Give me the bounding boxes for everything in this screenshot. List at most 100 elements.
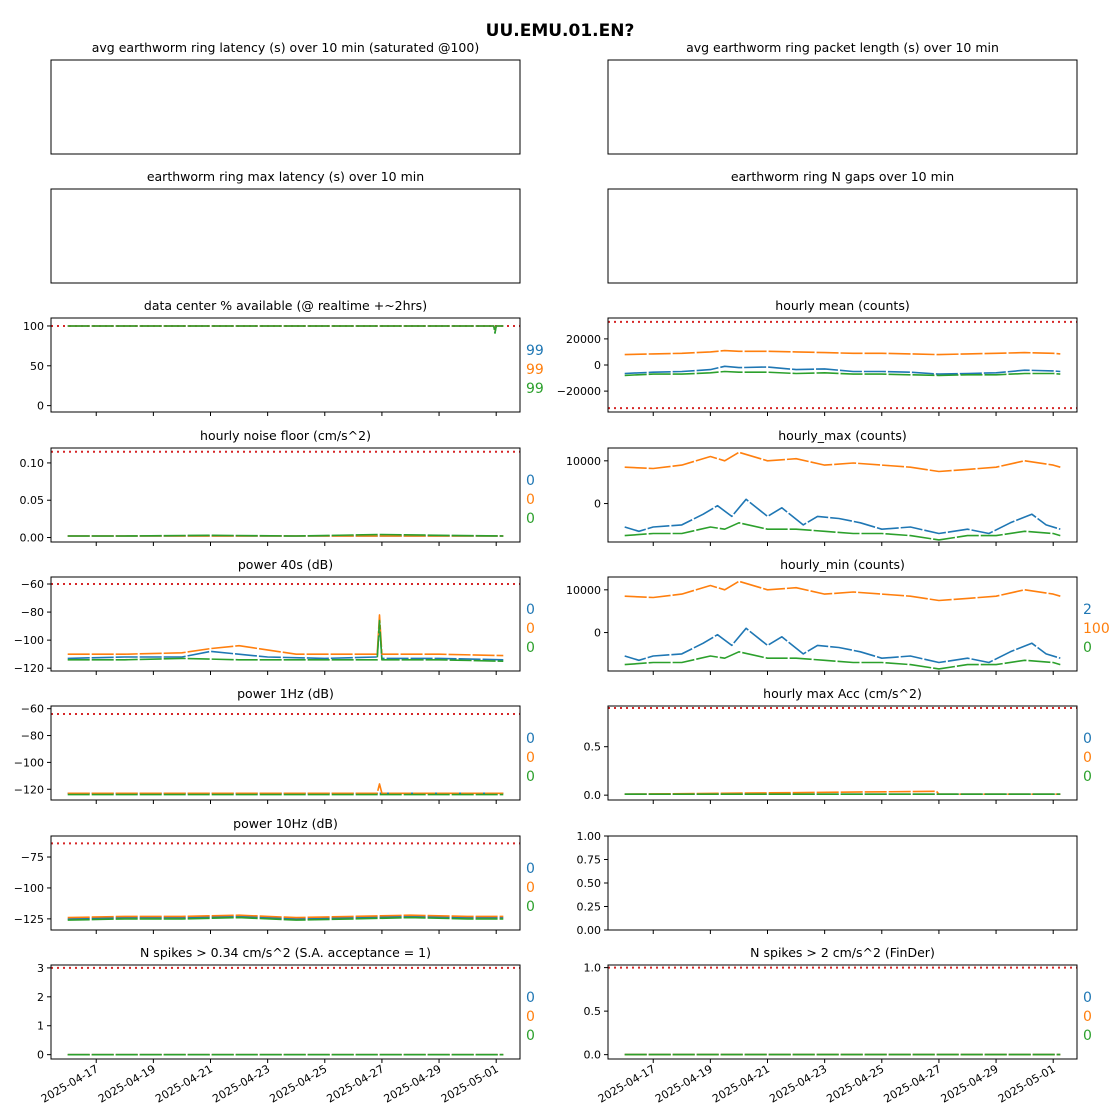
panel-title: N spikes > 2 cm/s^2 (FinDer) — [750, 945, 935, 960]
latest-value-3: 0 — [526, 640, 535, 656]
latest-value-3: 0 — [526, 899, 535, 915]
y-tick-label: 1 — [37, 1020, 44, 1033]
y-tick-label: −100 — [14, 634, 44, 647]
y-tick-label: 3 — [37, 962, 44, 975]
panel-title: power 1Hz (dB) — [237, 686, 334, 701]
y-tick-label: −20000 — [557, 385, 601, 398]
panel-title: hourly_max (counts) — [778, 428, 907, 443]
y-tick-label: 0.05 — [20, 494, 45, 507]
latest-value-1: 99 — [526, 343, 544, 359]
latest-value-2: 0 — [526, 1009, 535, 1025]
series-line-1 — [624, 498, 1061, 535]
y-tick-label: 1.0 — [584, 962, 602, 975]
series-line-3 — [67, 325, 504, 334]
latest-value-2: 0 — [1083, 750, 1092, 766]
panel-14: 0.00 0.25 0.50 0.75 1.00 — [577, 830, 1078, 937]
panel-9: power 40s (dB) −120 −100 −80 −60 0 0 0 — [14, 557, 535, 675]
panel-5: data center % available (@ realtime +~2h… — [23, 298, 544, 416]
plot-frame — [50, 964, 521, 1060]
latest-value-3: 0 — [526, 511, 535, 527]
plot-frame — [607, 835, 1078, 931]
panel-1: avg earthworm ring latency (s) over 10 m… — [50, 40, 521, 155]
plot-frame — [50, 317, 521, 413]
y-tick-label: 0.10 — [20, 457, 45, 470]
y-tick-label: 1.00 — [577, 830, 602, 843]
latest-value-2: 100 — [1083, 621, 1110, 637]
y-tick-label: 10000 — [566, 455, 601, 468]
series-line-2 — [624, 451, 1061, 473]
plot-frame — [607, 59, 1078, 155]
y-tick-label: 0.75 — [577, 854, 602, 867]
y-tick-label: −80 — [21, 730, 44, 743]
y-tick-label: 2 — [37, 991, 44, 1004]
plot-frame — [50, 705, 521, 801]
panel-8: hourly_max (counts) 0 10000 — [566, 428, 1078, 546]
y-tick-label: 0.50 — [577, 877, 602, 890]
y-tick-label: 0.25 — [577, 901, 602, 914]
y-tick-label: 0 — [594, 359, 601, 372]
series-line-2 — [67, 614, 504, 657]
series-line-2 — [67, 914, 504, 919]
series-line-1 — [67, 915, 504, 920]
panel-title: hourly noise floor (cm/s^2) — [200, 428, 371, 443]
latest-value-2: 0 — [526, 880, 535, 896]
panel-title: hourly max Acc (cm/s^2) — [763, 686, 922, 701]
y-tick-label: 0.0 — [584, 1049, 602, 1062]
panel-title: earthworm ring max latency (s) over 10 m… — [147, 169, 424, 184]
panel-title: power 40s (dB) — [238, 557, 333, 572]
latest-value-1: 0 — [1083, 731, 1092, 747]
y-tick-label: 0 — [594, 627, 601, 640]
y-tick-label: 10000 — [566, 584, 601, 597]
panel-title: N spikes > 0.34 cm/s^2 (S.A. acceptance … — [140, 945, 431, 960]
plot-frame — [50, 188, 521, 284]
panel-7: hourly noise floor (cm/s^2) 0.00 0.05 0.10 0… — [20, 428, 535, 546]
series-line-2 — [67, 783, 504, 795]
y-tick-label: 50 — [30, 360, 44, 373]
y-tick-label: −100 — [14, 882, 44, 895]
latest-value-3: 99 — [526, 381, 544, 397]
panel-6: hourly mean (counts) −20000 0 20000 — [557, 298, 1078, 416]
series-line-2 — [624, 580, 1061, 602]
series-line-3 — [67, 619, 504, 662]
latest-value-1: 2 — [1083, 602, 1092, 618]
y-tick-label: −120 — [14, 783, 44, 796]
plot-frame — [607, 317, 1078, 413]
series-line-3 — [67, 916, 504, 921]
series-line-3 — [624, 521, 1061, 541]
y-tick-label: −125 — [14, 913, 44, 926]
latest-value-3: 0 — [1083, 769, 1092, 785]
latest-value-1: 0 — [526, 473, 535, 489]
panel-4: earthworm ring N gaps over 10 min — [607, 169, 1078, 284]
y-tick-label: 0 — [594, 498, 601, 511]
plot-frame — [607, 188, 1078, 284]
y-tick-label: −120 — [14, 662, 44, 675]
panel-3: earthworm ring max latency (s) over 10 m… — [50, 169, 521, 284]
panel-2: avg earthworm ring packet length (s) ove… — [607, 40, 1078, 155]
series-line-1 — [67, 622, 504, 661]
panel-title: data center % available (@ realtime +~2h… — [144, 298, 427, 313]
panel-title: hourly mean (counts) — [775, 298, 909, 313]
latest-value-1: 0 — [526, 990, 535, 1006]
plot-frame — [607, 964, 1078, 1060]
panel-11: power 1Hz (dB) −120 −100 −80 −60 0 0 0 — [14, 686, 535, 804]
latest-value-2: 0 — [526, 621, 535, 637]
y-tick-label: 0.5 — [584, 741, 602, 754]
y-tick-label: 0.5 — [584, 1005, 602, 1018]
plot-frame — [50, 835, 521, 931]
latest-value-3: 0 — [526, 769, 535, 785]
panel-title: avg earthworm ring latency (s) over 10 m… — [92, 40, 479, 55]
panel-13: power 10Hz (dB) −125 −100 −75 0 0 0 — [14, 816, 535, 934]
panel-10: hourly_min (counts) 0 10000 2 100 0 — [566, 557, 1110, 675]
y-tick-label: 0 — [37, 1049, 44, 1062]
latest-value-3: 0 — [1083, 1028, 1092, 1044]
y-tick-label: −100 — [14, 756, 44, 769]
latest-value-2: 99 — [526, 362, 544, 378]
y-tick-label: −80 — [21, 606, 44, 619]
panel-title: avg earthworm ring packet length (s) ove… — [686, 40, 999, 55]
y-tick-label: −60 — [21, 703, 44, 716]
series-line-3 — [624, 370, 1061, 377]
latest-value-3: 0 — [526, 1028, 535, 1044]
series-line-1 — [624, 627, 1061, 664]
